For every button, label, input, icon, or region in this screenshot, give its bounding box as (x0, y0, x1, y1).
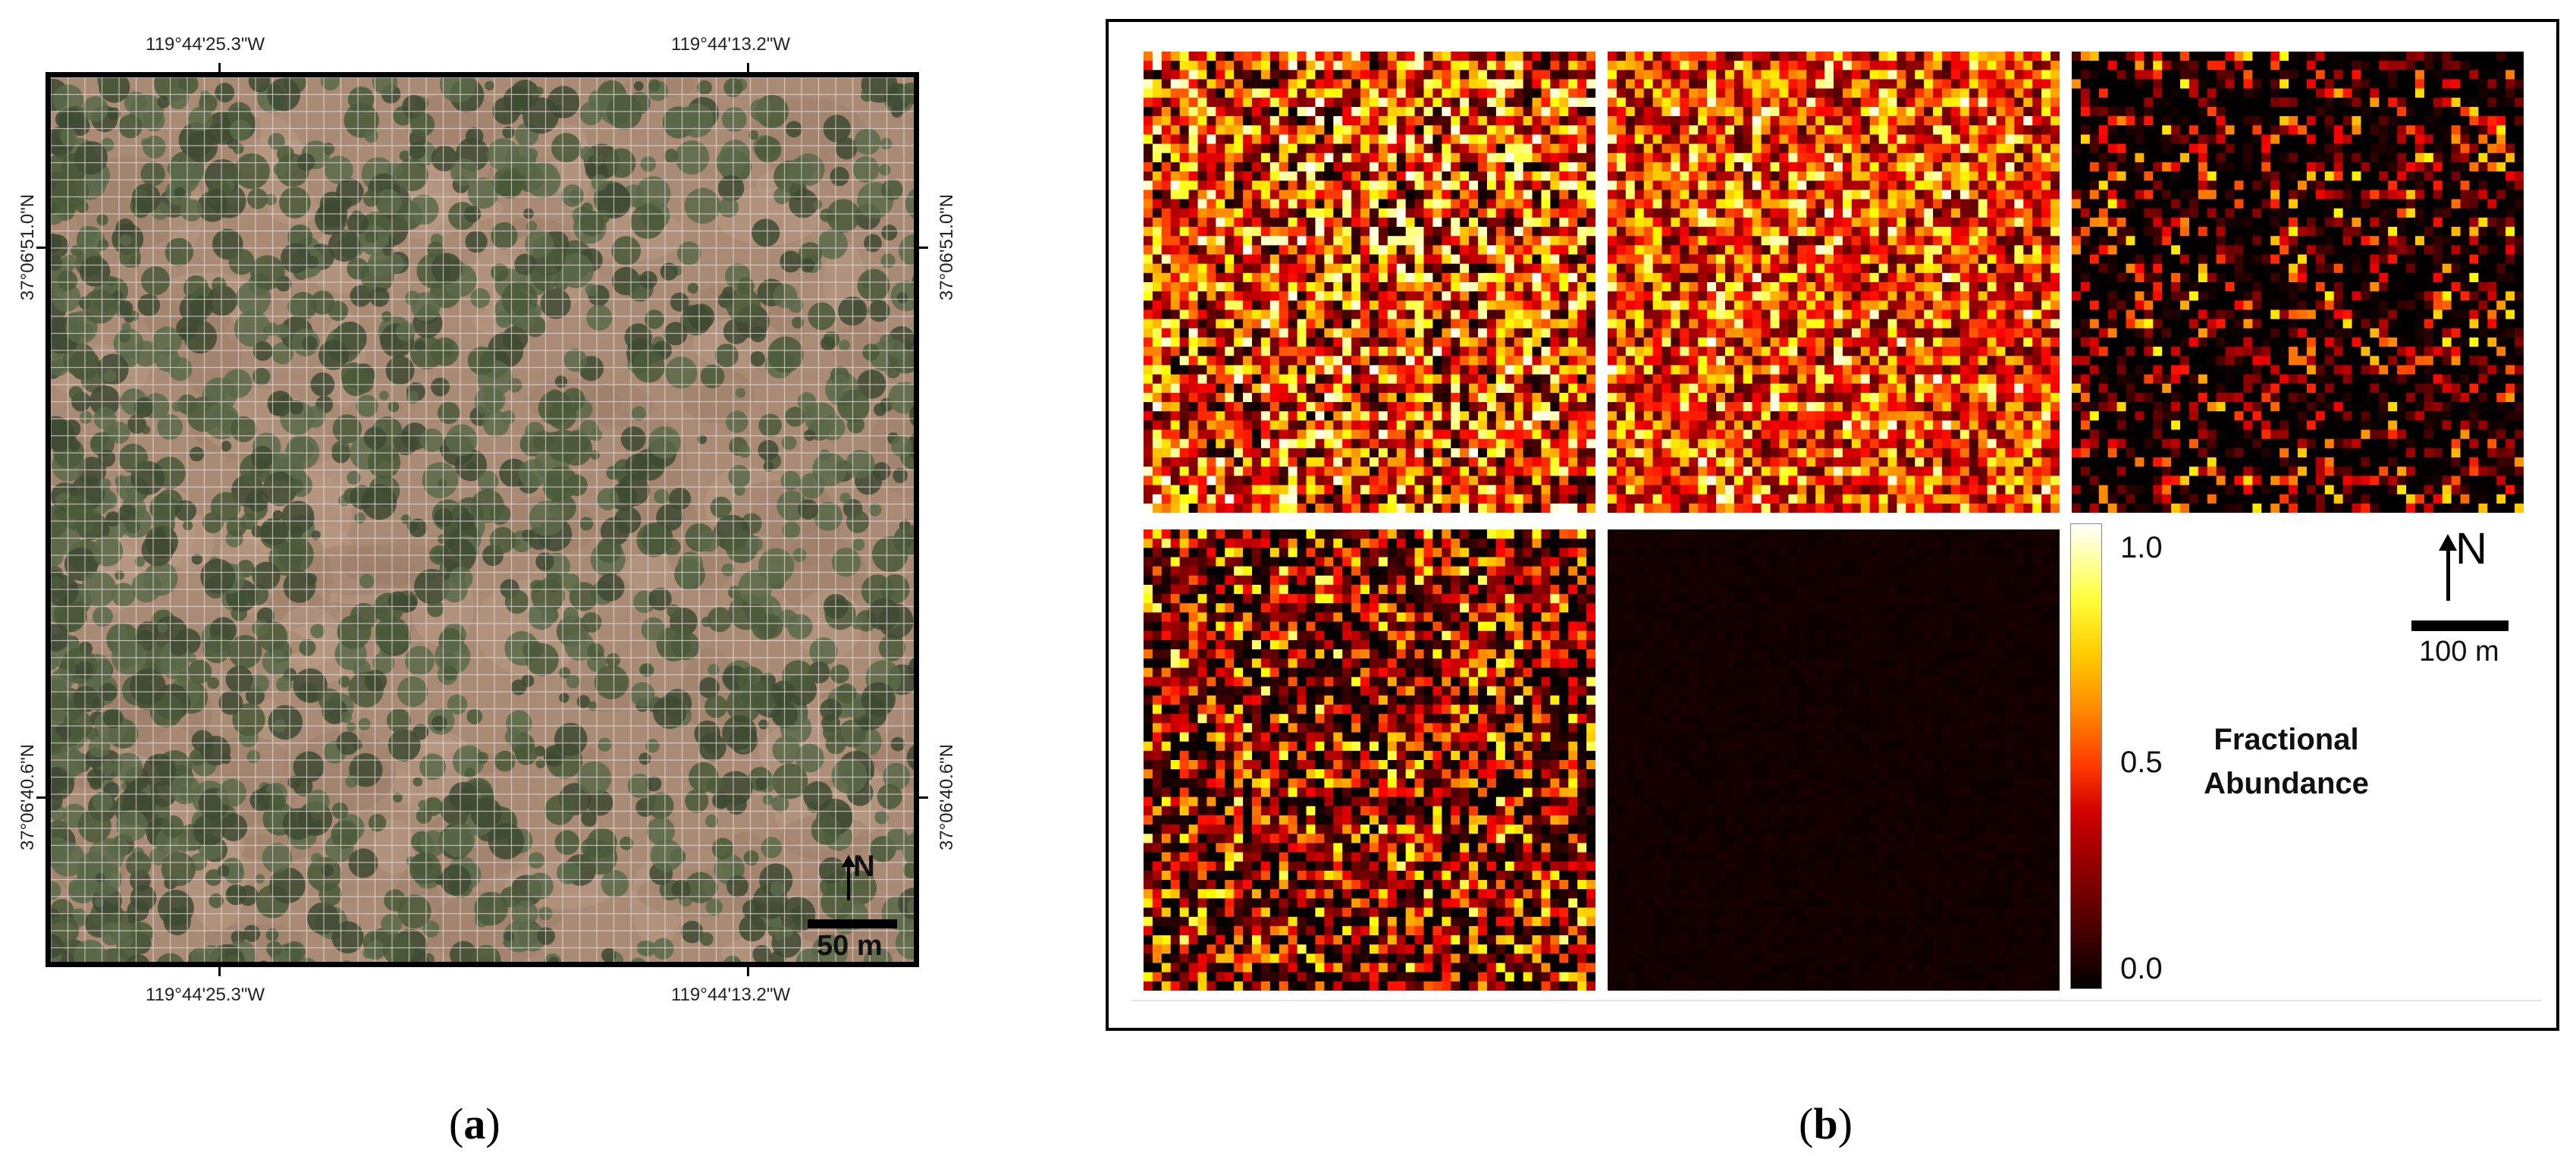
abundance-map-2 (1608, 52, 2060, 513)
colorbar-tick-max: 1.0 (2120, 531, 2163, 564)
right-coord-bottom: 37°06'40.6"N (937, 743, 957, 851)
abundance-map-5 (1608, 529, 2060, 991)
panel-b-underline (1131, 1000, 2542, 1001)
bottom-coord-left: 119°44'25.3"W (146, 985, 265, 1005)
abundance-map-3 (2072, 52, 2524, 513)
colorbar-title-line1: Fractional (2214, 723, 2359, 756)
panel-label-a: (a) (449, 1099, 500, 1148)
aerial-imagery (51, 77, 914, 962)
colorbar (2070, 523, 2102, 989)
colorbar-tick-min: 0.0 (2120, 952, 2163, 985)
scale-label-b: 100 m (2419, 636, 2499, 668)
aerial-image: N 50 m (45, 72, 919, 967)
scale-label-a: 50 m (817, 930, 883, 962)
right-coord-top: 37°06'51.0"N (937, 193, 957, 301)
north-label-b: N (2455, 524, 2487, 573)
top-coord-left: 119°44'25.3"W (146, 34, 265, 55)
left-coord-bottom: 37°06'40.6"N (17, 743, 38, 851)
abundance-map-1 (1144, 52, 1595, 513)
colorbar-title: Fractional Abundance (2184, 718, 2389, 806)
top-coord-right: 119°44'13.2"W (671, 34, 791, 55)
bottom-coord-right: 119°44'13.2"W (671, 985, 791, 1005)
colorbar-title-line2: Abundance (2204, 767, 2369, 800)
north-label-a: N (853, 850, 875, 883)
left-coord-top: 37°06'51.0"N (17, 193, 38, 301)
colorbar-tick-mid: 0.5 (2120, 746, 2163, 779)
panel-label-b: (b) (1799, 1099, 1853, 1148)
abundance-map-4 (1144, 529, 1595, 991)
